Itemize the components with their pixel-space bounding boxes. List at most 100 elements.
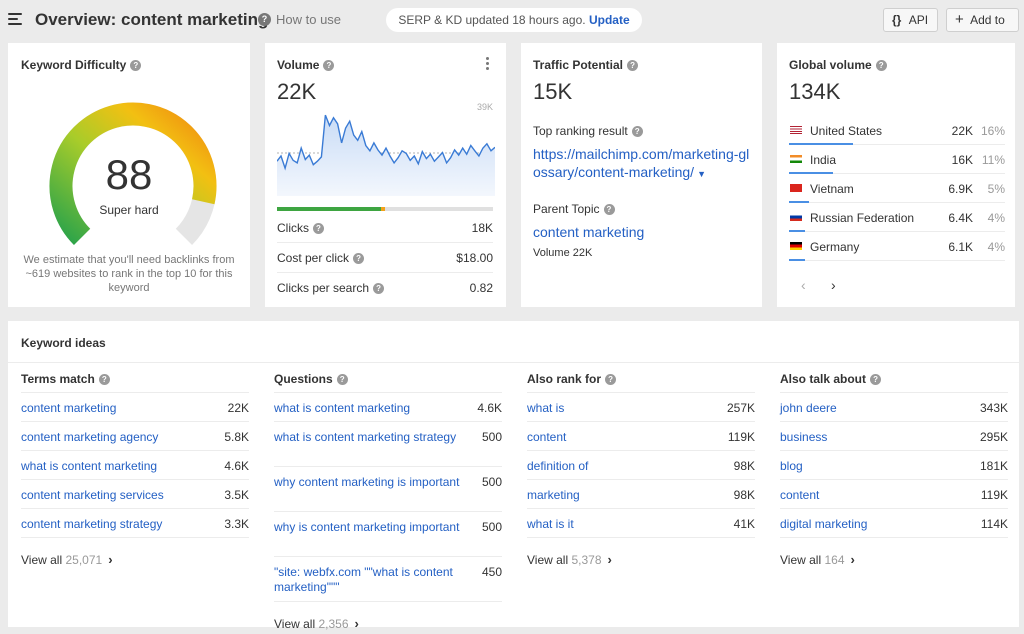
caret-down-icon[interactable]: ▼ [697, 169, 706, 179]
view-all-link[interactable]: View all 5,378 › [527, 552, 755, 567]
keyword-link[interactable]: content marketing [21, 401, 117, 415]
view-all-link[interactable]: View all 25,071 › [21, 552, 249, 567]
update-link[interactable]: Update [588, 13, 630, 27]
parent-topic-label-wrap: Parent Topic? [533, 202, 615, 216]
keyword-link[interactable]: content marketing agency [21, 430, 159, 444]
gv-title: Global volume [789, 58, 872, 72]
keyword-row: business 295K [780, 422, 1008, 451]
help-icon[interactable]: ? [98, 374, 110, 386]
keyword-ideas-title: Keyword ideas [21, 336, 106, 350]
column-header: Also talk about? [780, 372, 1008, 393]
top-result-label: Top ranking result [533, 124, 628, 138]
keyword-link[interactable]: digital marketing [780, 517, 868, 531]
keyword-row: blog 181K [780, 451, 1008, 480]
keyword-row: content marketing services 3.5K [21, 480, 249, 509]
keyword-link[interactable]: definition of [527, 459, 589, 473]
parent-topic-volume: Volume 22K [533, 247, 593, 259]
keyword-volume: 500 [481, 520, 502, 534]
api-button[interactable]: {} API [883, 8, 938, 32]
column-title: Also talk about [780, 372, 867, 386]
keyword-link[interactable]: content marketing services [21, 488, 164, 502]
keyword-link[interactable]: what is content marketing strategy [274, 430, 457, 444]
view-all-count: 25,071 [65, 553, 103, 567]
help-icon[interactable]: ? [336, 374, 348, 386]
help-icon[interactable]: ? [605, 374, 617, 386]
volume-title: Volume [277, 58, 320, 72]
organic-clicks-bar [277, 207, 381, 211]
clicks-label: Clicks [277, 220, 309, 235]
country-row[interactable]: Vietnam 6.9K 5% [789, 174, 1005, 203]
top-result-link[interactable]: https://mailchimp.com/marketing-glossary… [533, 145, 755, 183]
help-icon[interactable]: ? [631, 126, 643, 138]
keyword-link[interactable]: content [527, 430, 567, 444]
kd-gauge [49, 102, 217, 246]
keyword-volume: 98K [733, 488, 755, 502]
keyword-link[interactable]: content [780, 488, 820, 502]
country-row[interactable]: United States 22K 16% [789, 116, 1005, 145]
parent-topic-link[interactable]: content marketing [533, 224, 645, 240]
help-icon[interactable]: ? [875, 60, 887, 72]
keyword-link[interactable]: why is content marketing important [274, 520, 460, 534]
keyword-link[interactable]: blog [780, 459, 803, 473]
country-share-bar [789, 259, 805, 261]
help-icon[interactable]: ? [313, 222, 324, 234]
keyword-link[interactable]: "site: webfx.com ""what is content marke… [274, 565, 453, 594]
view-all-count: 164 [824, 553, 845, 567]
keyword-link[interactable]: what is it [527, 517, 574, 531]
kd-title-wrap: Keyword Difficulty? [21, 58, 142, 72]
keyword-row: definition of 98K [527, 451, 755, 480]
tp-value: 15K [533, 79, 573, 104]
keyword-difficulty-card: Keyword Difficulty? 88 Super hard We est… [8, 43, 250, 307]
help-icon[interactable]: ? [323, 60, 335, 72]
country-row[interactable]: Russian Federation 6.4K 4% [789, 203, 1005, 232]
plus-icon: + [955, 11, 964, 28]
keyword-row: what is 257K [527, 393, 755, 422]
keyword-link[interactable]: why content marketing is important [274, 475, 460, 489]
top-bar: Overview: content marketing ? How to use… [0, 0, 1024, 40]
vn-flag-icon [790, 184, 802, 192]
help-icon[interactable]: ? [870, 374, 882, 386]
keyword-row: content 119K [780, 480, 1008, 509]
cps-value: 0.82 [469, 281, 493, 295]
help-icon[interactable]: ? [627, 60, 639, 72]
keyword-volume: 41K [733, 517, 755, 531]
help-icon[interactable]: ? [373, 283, 385, 295]
view-all-link[interactable]: View all 164 › [780, 552, 1008, 567]
keyword-link[interactable]: john deere [780, 401, 837, 415]
top-result-url[interactable]: https://mailchimp.com/marketing-glossary… [533, 146, 750, 180]
kd-title: Keyword Difficulty [21, 58, 127, 72]
keyword-ideas-column: Terms match? content marketing 22K content … [21, 372, 249, 567]
next-page-icon[interactable]: › [831, 277, 836, 293]
serp-status-text: SERP & KD updated 18 hours ago. [398, 13, 586, 27]
country-row[interactable]: India 16K 11% [789, 145, 1005, 174]
gauge-fill [49, 102, 217, 246]
keyword-row: what is content marketing strategy 500 [274, 422, 502, 467]
more-options-icon[interactable] [486, 57, 489, 72]
keyword-row: what is content marketing 4.6K [274, 393, 502, 422]
help-icon[interactable]: ? [603, 204, 615, 216]
add-to-button[interactable]: + Add to [946, 8, 1019, 32]
view-all-link[interactable]: View all 2,356 › [274, 616, 502, 631]
keyword-volume: 257K [726, 401, 755, 415]
country-row[interactable]: Germany 6.1K 4% [789, 232, 1005, 261]
cps-label: Clicks per search [277, 281, 370, 295]
country-share-bar [789, 143, 853, 145]
prev-page-icon[interactable]: ‹ [801, 277, 806, 293]
help-icon[interactable]: ? [353, 252, 365, 264]
add-to-label: Add to [970, 13, 1005, 27]
how-to-use-link[interactable]: ? How to use [258, 12, 341, 27]
keyword-link[interactable]: business [780, 430, 828, 444]
help-icon[interactable]: ? [130, 60, 142, 72]
keyword-link[interactable]: content marketing strategy [21, 517, 163, 531]
keyword-row: content marketing strategy 3.3K [21, 509, 249, 538]
keyword-link[interactable]: marketing [527, 488, 580, 502]
keyword-link[interactable]: what is content marketing [21, 459, 158, 473]
keyword-ideas-column: Questions? what is content marketing 4.6K w… [274, 372, 502, 631]
keyword-link[interactable]: what is content marketing [274, 401, 411, 415]
serp-status-pill: SERP & KD updated 18 hours ago. Update [386, 8, 642, 32]
keyword-link[interactable]: what is [527, 401, 565, 415]
country-percent: 5% [987, 182, 1005, 196]
divider [8, 362, 1019, 363]
menu-icon[interactable] [8, 13, 22, 25]
cpc-value: $18.00 [456, 250, 493, 265]
